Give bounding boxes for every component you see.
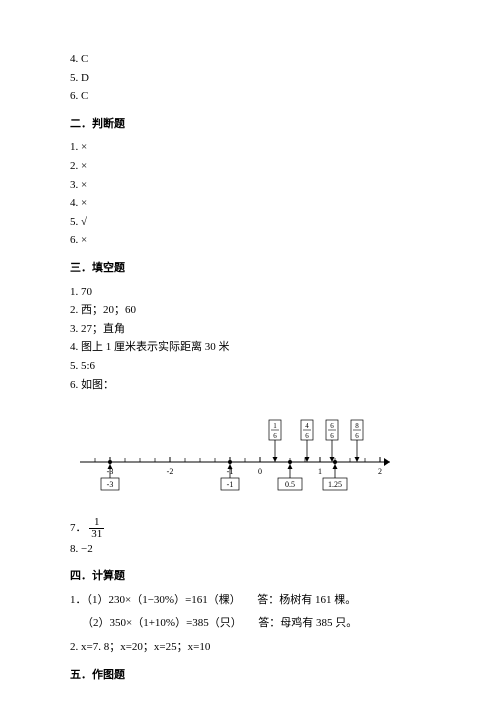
svg-text:-1: -1 bbox=[227, 480, 234, 489]
fill-5: 5. 5:6 bbox=[70, 358, 430, 376]
judge-list: 1. × 2. × 3. × 4. × 5. √ 6. × bbox=[70, 139, 430, 250]
number-line-figure: -3-2-1012-3-10.51.2516466686 bbox=[70, 402, 430, 509]
ans-4: 4. C bbox=[70, 51, 430, 69]
ans-5: 5. D bbox=[70, 70, 430, 88]
fill-6: 6. 如图： bbox=[70, 377, 430, 395]
judge-5: 5. √ bbox=[70, 214, 430, 232]
ans-6: 6. C bbox=[70, 88, 430, 106]
svg-text:6: 6 bbox=[355, 432, 359, 440]
svg-text:6: 6 bbox=[330, 432, 334, 440]
svg-text:1: 1 bbox=[318, 467, 322, 476]
fill-7: 7． 1 31 bbox=[70, 517, 430, 540]
section-5-heading: 五．作图题 bbox=[70, 667, 430, 685]
judge-4: 4. × bbox=[70, 195, 430, 213]
fill-8: 8. −2 bbox=[70, 541, 430, 559]
answers-top: 4. C 5. D 6. C bbox=[70, 51, 430, 106]
section-3-heading: 三．填空题 bbox=[70, 260, 430, 278]
svg-text:6: 6 bbox=[330, 422, 334, 430]
svg-text:1.25: 1.25 bbox=[328, 480, 342, 489]
svg-text:0.5: 0.5 bbox=[285, 480, 295, 489]
judge-2: 2. × bbox=[70, 158, 430, 176]
fill-2: 2. 西；20；60 bbox=[70, 302, 430, 320]
svg-text:6: 6 bbox=[305, 432, 309, 440]
judge-3: 3. × bbox=[70, 177, 430, 195]
svg-text:6: 6 bbox=[273, 432, 277, 440]
svg-text:4: 4 bbox=[305, 422, 309, 430]
fill-3: 3. 27；直角 bbox=[70, 321, 430, 339]
svg-text:-2: -2 bbox=[167, 467, 174, 476]
fill-4: 4. 图上 1 厘米表示实际距离 30 米 bbox=[70, 339, 430, 357]
calc-2: 2. x=7. 8；x=20；x=25；x=10 bbox=[70, 639, 430, 657]
svg-text:-3: -3 bbox=[107, 480, 114, 489]
judge-6: 6. × bbox=[70, 232, 430, 250]
svg-text:1: 1 bbox=[273, 422, 277, 430]
svg-text:8: 8 bbox=[355, 422, 359, 430]
fill-list: 1. 70 2. 西；20；60 3. 27；直角 4. 图上 1 厘米表示实际… bbox=[70, 284, 430, 395]
calc-1-1: 1．（1）230×（1−30%）=161（棵） 答：杨树有 161 棵。 bbox=[70, 592, 430, 610]
calc-list: 1．（1）230×（1−30%）=161（棵） 答：杨树有 161 棵。 （2）… bbox=[70, 592, 430, 657]
judge-1: 1. × bbox=[70, 139, 430, 157]
fraction-1-31: 1 31 bbox=[89, 517, 104, 540]
section-4-heading: 四．计算题 bbox=[70, 568, 430, 586]
section-2-heading: 二．判断题 bbox=[70, 116, 430, 134]
svg-text:0: 0 bbox=[258, 467, 262, 476]
calc-1-2: （2）350×（1+10%）=385（只） 答：母鸡有 385 只。 bbox=[82, 615, 430, 633]
fill-1: 1. 70 bbox=[70, 284, 430, 302]
svg-text:2: 2 bbox=[378, 467, 382, 476]
